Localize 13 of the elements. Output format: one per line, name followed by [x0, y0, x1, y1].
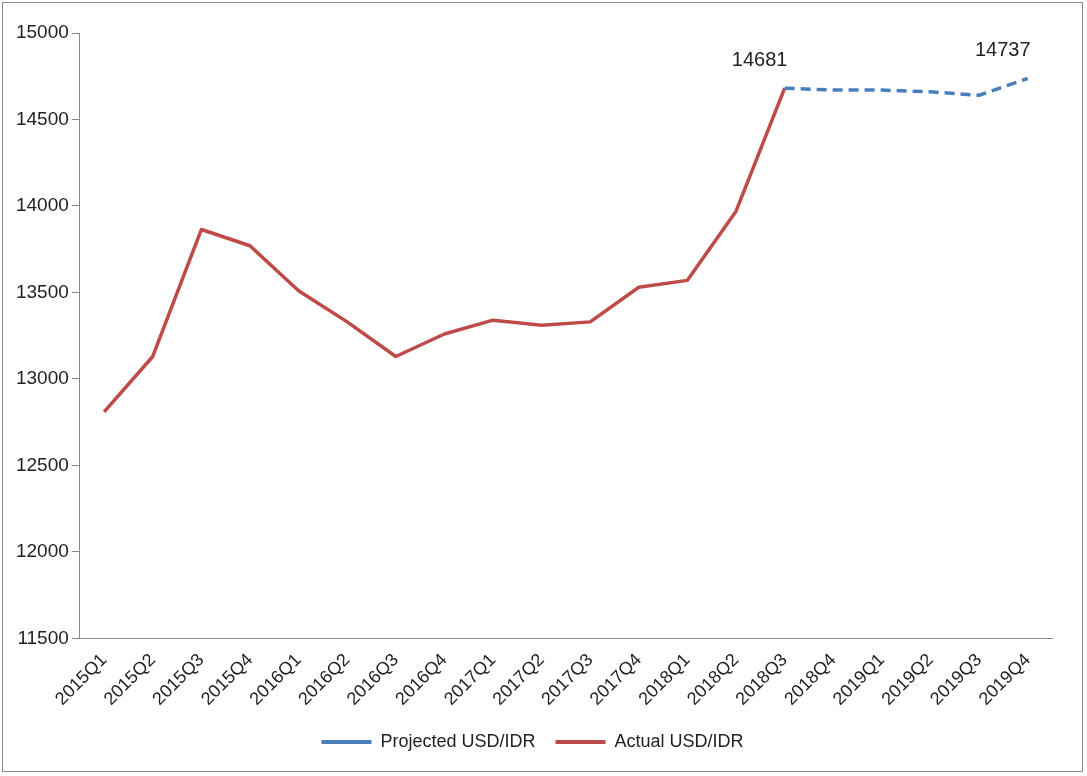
line-series — [782, 76, 1030, 98]
y-tick-label: 12000 — [15, 540, 69, 562]
legend-label: Actual USD/IDR — [614, 730, 744, 751]
y-tick-label: 13500 — [15, 280, 69, 302]
y-tick-label: 12500 — [15, 453, 69, 475]
legend-label: Projected USD/IDR — [380, 730, 536, 751]
y-tick-label: 14000 — [15, 194, 69, 216]
y-tick-label: 11500 — [17, 626, 69, 648]
y-tick-label: 14500 — [15, 107, 69, 129]
data-label: 14681 — [731, 47, 788, 70]
data-label: 14737 — [974, 38, 1031, 61]
y-tick-label: 15000 — [15, 21, 69, 43]
y-tick-label: 13000 — [15, 367, 69, 389]
